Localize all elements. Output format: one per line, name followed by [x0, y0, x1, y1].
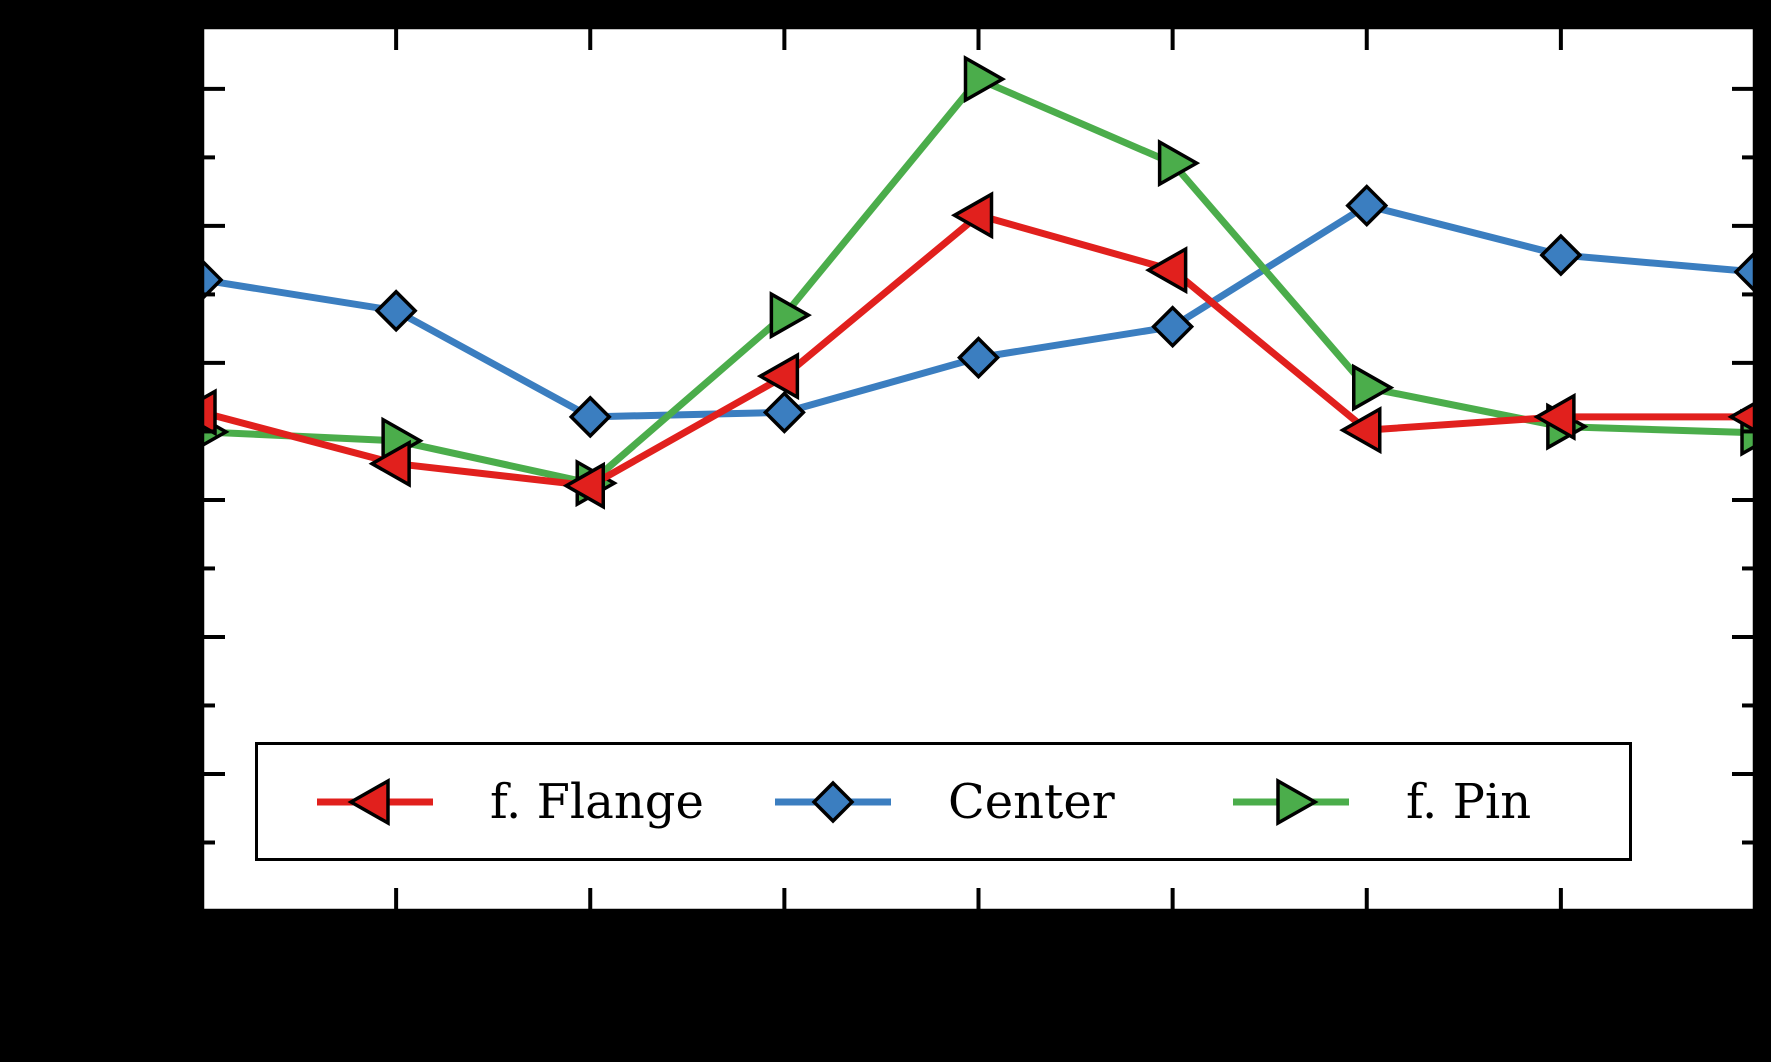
- pin-line-marker-icon: [1233, 777, 1349, 826]
- data-point-marker: [762, 390, 806, 434]
- triangle-left-icon: [347, 777, 390, 826]
- flange-line-marker-icon: [317, 777, 433, 826]
- data-point-marker: [1145, 246, 1188, 295]
- data-point-marker: [368, 439, 411, 488]
- data-point-marker: [756, 352, 800, 401]
- data-point-marker: [1352, 363, 1395, 412]
- data-point-marker: [1345, 184, 1389, 228]
- legend: f. Flange Center f. Pin: [255, 742, 1632, 861]
- data-point-marker: [1151, 305, 1195, 349]
- diamond-icon: [811, 780, 855, 823]
- data-point-marker: [202, 388, 217, 437]
- data-point-marker: [1539, 233, 1583, 277]
- legend-label-center: Center: [948, 773, 1115, 830]
- legend-label-pin: f. Pin: [1406, 773, 1532, 830]
- data-point-marker: [1533, 392, 1576, 441]
- data-point-marker: [1727, 401, 1755, 433]
- legend-entry-pin: f. Pin: [1231, 776, 1671, 828]
- data-point-marker: [1733, 250, 1755, 294]
- legend-label-flange: f. Flange: [490, 773, 704, 830]
- data-series-group: [202, 55, 1755, 510]
- data-point-marker: [963, 55, 1007, 104]
- data-point-marker: [769, 291, 812, 340]
- data-point-marker: [562, 461, 605, 510]
- legend-entry-center: Center: [773, 776, 1213, 828]
- center-line-marker-icon: [775, 780, 891, 823]
- data-point-marker: [1339, 406, 1382, 455]
- axes-spines: [199, 24, 1758, 914]
- data-point-marker: [950, 191, 994, 240]
- triangle-right-icon: [1276, 777, 1319, 826]
- legend-entry-flange: f. Flange: [315, 776, 755, 828]
- data-point-marker: [568, 395, 612, 439]
- data-point-marker: [374, 289, 418, 333]
- data-point-marker: [1157, 139, 1201, 188]
- data-point-marker: [202, 258, 224, 302]
- data-point-marker: [957, 336, 1000, 380]
